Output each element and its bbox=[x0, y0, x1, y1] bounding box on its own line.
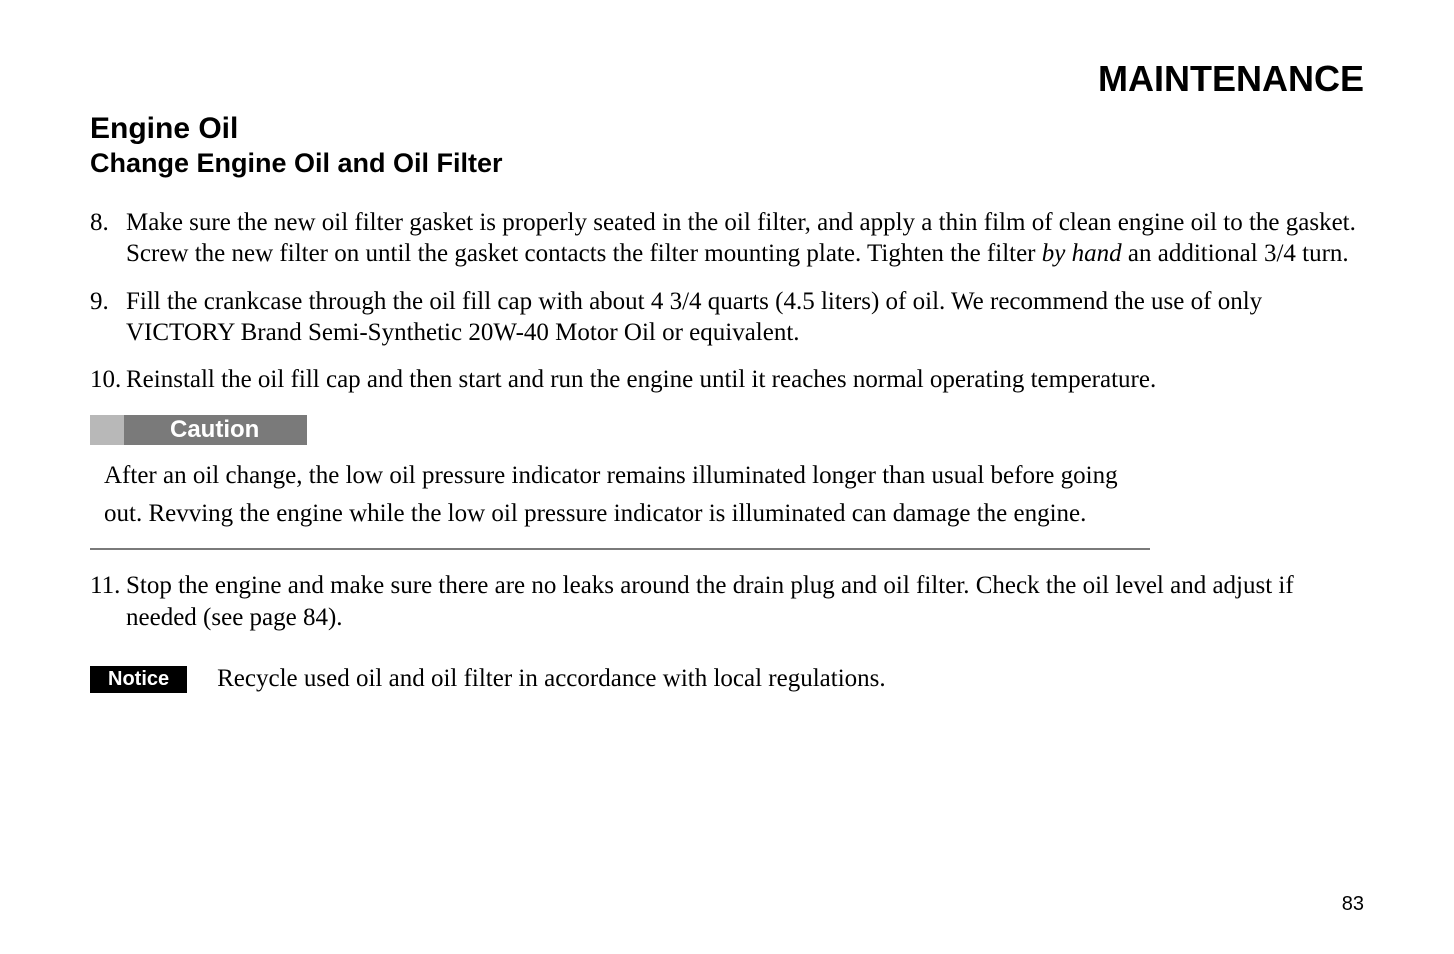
step-text: Stop the engine and make sure there are … bbox=[126, 570, 1364, 633]
caution-box: Caution After an oil change, the low oil… bbox=[90, 415, 1150, 550]
heading-change-oil: Change Engine Oil and Oil Filter bbox=[90, 148, 1364, 179]
step-text-after: an additional 3/4 turn. bbox=[1122, 240, 1349, 267]
caution-header: Caution bbox=[90, 415, 1150, 445]
caution-lead-bar bbox=[90, 415, 124, 445]
caution-text: After an oil change, the low oil pressur… bbox=[90, 457, 1150, 532]
page-container: MAINTENANCE Engine Oil Change Engine Oil… bbox=[0, 0, 1454, 954]
steps-list-top: 8. Make sure the new oil filter gasket i… bbox=[90, 207, 1364, 395]
notice-label: Notice bbox=[90, 666, 187, 693]
step-text: Fill the crankcase through the oil fill … bbox=[126, 286, 1364, 349]
step-9: 9. Fill the crankcase through the oil fi… bbox=[90, 286, 1364, 349]
step-text: Make sure the new oil filter gasket is p… bbox=[126, 207, 1364, 270]
step-marker: 11. bbox=[90, 570, 126, 633]
caution-label: Caution bbox=[124, 415, 307, 445]
step-text: Reinstall the oil fill cap and then star… bbox=[126, 364, 1364, 395]
step-marker: 10. bbox=[90, 364, 126, 395]
steps-list-bottom: 11. Stop the engine and make sure there … bbox=[90, 570, 1364, 633]
heading-engine-oil: Engine Oil bbox=[90, 112, 1364, 146]
notice-text: Recycle used oil and oil filter in accor… bbox=[217, 663, 886, 696]
step-marker: 9. bbox=[90, 286, 126, 349]
step-10: 10. Reinstall the oil fill cap and then … bbox=[90, 364, 1364, 395]
step-marker: 8. bbox=[90, 207, 126, 270]
section-title: MAINTENANCE bbox=[90, 58, 1364, 100]
step-text-italic: by hand bbox=[1042, 240, 1122, 267]
page-number: 83 bbox=[1342, 893, 1364, 916]
step-8: 8. Make sure the new oil filter gasket i… bbox=[90, 207, 1364, 270]
step-11: 11. Stop the engine and make sure there … bbox=[90, 570, 1364, 633]
notice-row: Notice Recycle used oil and oil filter i… bbox=[90, 663, 1364, 696]
